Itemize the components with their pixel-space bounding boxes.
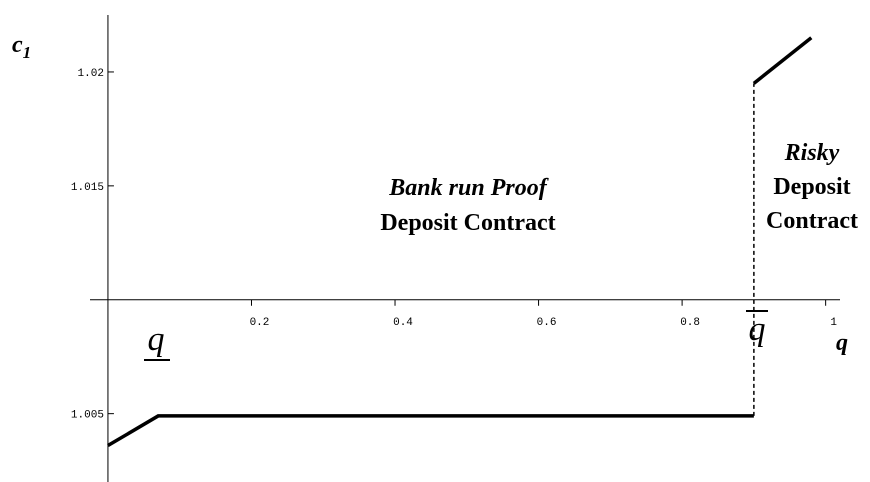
line — [107, 414, 754, 448]
x-tick-label: 0.4 — [393, 317, 413, 329]
y-axis-label: c1 — [12, 32, 31, 62]
line — [752, 36, 813, 85]
x-tick-label: 0.2 — [250, 317, 270, 329]
y-label-sub: 1 — [23, 43, 32, 62]
y-tick-label: 1.015 — [71, 182, 104, 194]
annotation: Bank run Proof — [388, 175, 548, 201]
y-tick-label: 1.005 — [71, 410, 104, 422]
x-tick-label: 0.8 — [680, 317, 700, 329]
annotation: Deposit — [773, 174, 850, 200]
annotation: Risky — [784, 140, 840, 166]
annotation: q — [749, 311, 766, 348]
x-tick-label: 0.6 — [537, 317, 557, 329]
y-tick-label: 1.02 — [78, 68, 104, 80]
annotation: Contract — [766, 208, 858, 234]
x-tick-label: 1 — [830, 317, 837, 329]
annotation: Deposit Contract — [380, 210, 555, 236]
annotation: q — [148, 321, 165, 358]
y-label-main: c — [12, 32, 23, 58]
x-axis-label: q — [836, 330, 848, 356]
